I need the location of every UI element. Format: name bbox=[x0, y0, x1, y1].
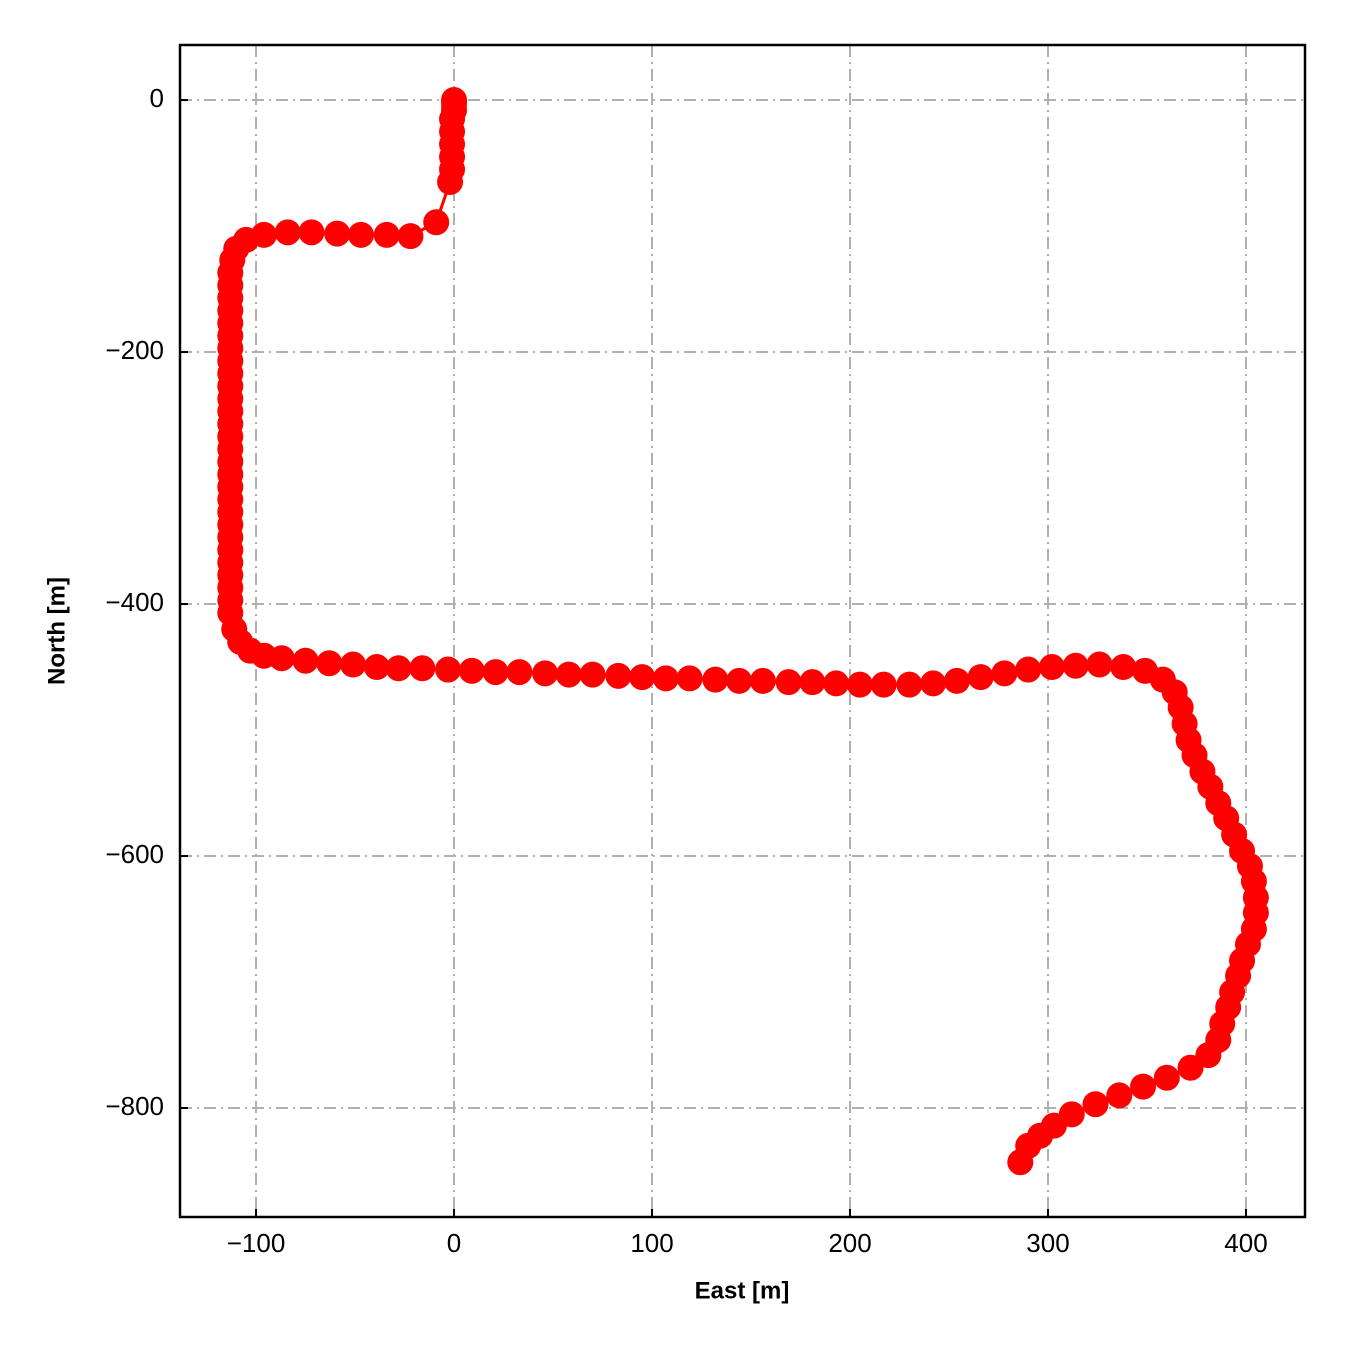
x-axis-label: East [m] bbox=[695, 1277, 790, 1304]
plot-frame bbox=[178, 43, 1307, 1219]
point bbox=[268, 645, 295, 672]
point bbox=[702, 666, 729, 693]
point bbox=[423, 209, 450, 236]
point bbox=[605, 662, 632, 689]
point bbox=[506, 659, 533, 686]
point bbox=[1177, 1054, 1204, 1081]
point bbox=[373, 221, 400, 248]
point bbox=[397, 223, 424, 250]
point bbox=[676, 665, 703, 692]
point bbox=[652, 665, 679, 692]
point bbox=[1110, 654, 1137, 681]
point bbox=[749, 667, 776, 694]
point bbox=[967, 664, 994, 691]
point bbox=[437, 168, 464, 195]
point bbox=[1153, 1064, 1180, 1091]
point bbox=[920, 670, 947, 697]
point bbox=[846, 671, 873, 698]
x-tick-label: 400 bbox=[1224, 1228, 1267, 1258]
point bbox=[532, 660, 559, 687]
point bbox=[1086, 651, 1113, 678]
point bbox=[298, 219, 325, 246]
trajectory-line bbox=[228, 100, 1258, 1163]
y-tick-label: −200 bbox=[105, 335, 164, 365]
point bbox=[629, 664, 656, 691]
point bbox=[409, 655, 436, 682]
point bbox=[991, 660, 1018, 687]
point bbox=[1015, 656, 1042, 683]
point bbox=[482, 659, 509, 686]
point bbox=[292, 647, 319, 674]
y-tick-label: −400 bbox=[105, 587, 164, 617]
x-tick-label: 200 bbox=[828, 1228, 871, 1258]
point bbox=[347, 221, 374, 248]
point bbox=[458, 657, 485, 684]
point bbox=[555, 661, 582, 688]
point bbox=[1130, 1073, 1157, 1100]
point bbox=[435, 656, 462, 683]
point bbox=[896, 671, 923, 698]
point bbox=[823, 670, 850, 697]
point bbox=[799, 669, 826, 696]
point bbox=[324, 220, 351, 247]
point bbox=[1082, 1091, 1109, 1118]
y-tick-label: −600 bbox=[105, 839, 164, 869]
point bbox=[1007, 1149, 1034, 1176]
x-tick-label: 100 bbox=[630, 1228, 673, 1258]
point bbox=[274, 219, 301, 246]
point bbox=[579, 661, 606, 688]
point bbox=[1038, 654, 1065, 681]
y-axis-label: North [m] bbox=[43, 577, 70, 685]
y-tick-label: 0 bbox=[150, 83, 164, 113]
point bbox=[385, 655, 412, 682]
point bbox=[1062, 652, 1089, 679]
x-tick-label: 300 bbox=[1026, 1228, 1069, 1258]
point bbox=[775, 669, 802, 696]
point bbox=[943, 667, 970, 694]
point bbox=[363, 654, 390, 681]
point bbox=[726, 667, 753, 694]
x-tick-label: 0 bbox=[447, 1228, 461, 1258]
point bbox=[316, 650, 343, 677]
point bbox=[870, 671, 897, 698]
y-tick-label: −800 bbox=[105, 1091, 164, 1121]
x-tick-label: −100 bbox=[227, 1228, 286, 1258]
point bbox=[340, 651, 367, 678]
point bbox=[1106, 1082, 1133, 1109]
